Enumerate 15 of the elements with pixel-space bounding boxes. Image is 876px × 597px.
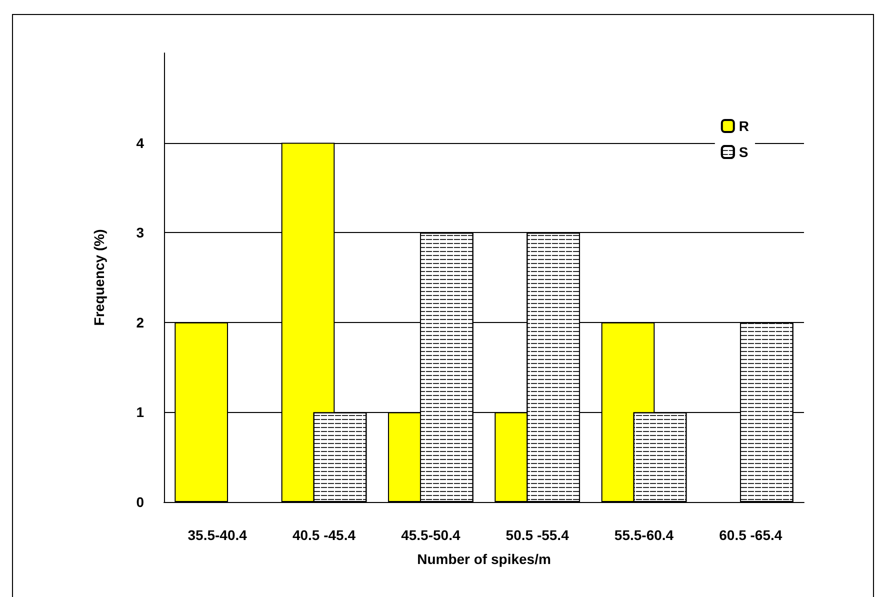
y-tick-label: 2 <box>136 314 144 330</box>
legend-label: S <box>738 144 748 160</box>
x-tick-label: 60.5 -65.4 <box>719 527 782 543</box>
y-tick-label: 0 <box>136 494 144 510</box>
legend-label: R <box>738 118 750 134</box>
x-tick-label: 50.5 -55.4 <box>506 527 570 543</box>
y-tick-label: 4 <box>136 134 144 151</box>
x-tick-label: 45.5-50.4 <box>401 527 460 543</box>
y-axis-title: Frequency (%) <box>91 229 107 326</box>
x-tick-label: 35.5-40.4 <box>188 527 248 543</box>
y-tick-label: 3 <box>136 224 144 241</box>
y-tick-label: 1 <box>136 404 144 420</box>
x-tick-label: 40.5 -45.4 <box>292 527 356 543</box>
x-axis-title: Number of spikes/m <box>417 551 551 567</box>
x-tick-label: 55.5-60.4 <box>614 527 674 543</box>
